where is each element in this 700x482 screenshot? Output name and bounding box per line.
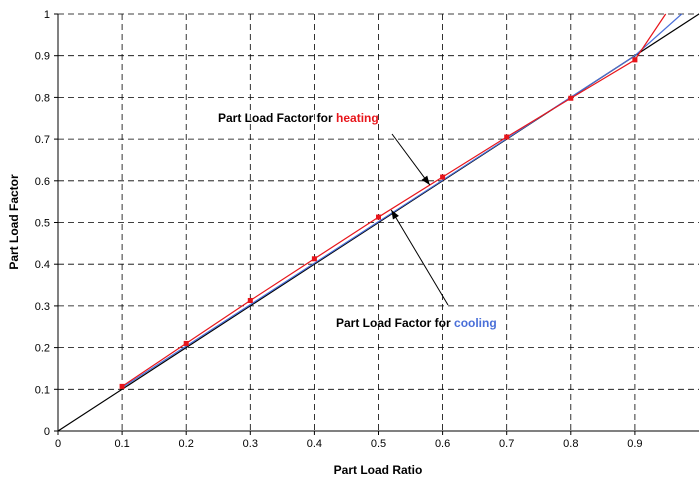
x-tick-label: 0.6: [435, 438, 450, 450]
cooling-annotation: Part Load Factor for cooling: [336, 209, 497, 330]
y-tick-label: 0.4: [35, 259, 50, 271]
x-tick-label: 0.7: [499, 438, 514, 450]
y-tick-label: 0.7: [35, 134, 50, 146]
cooling-annotation-arrow: [390, 209, 449, 306]
heating-marker: [632, 57, 638, 63]
y-axis-title: Part Load Factor: [7, 174, 21, 270]
x-tick-label: 0.3: [243, 438, 258, 450]
y-tick-label: 0: [44, 426, 50, 438]
heating-annotation-prefix: Part Load Factor for: [218, 111, 336, 125]
tick-labels: 0 0.1 0.2 0.3 0.4 0.5 0.6 0.7 0.8 0.9 0 0.1 0.2 0.3 0.…: [35, 9, 643, 450]
series-lines: [57, 13, 700, 432]
cooling-annotation-label: Part Load Factor for cooling: [336, 316, 497, 330]
heating-marker: [119, 383, 125, 389]
y-tick-label: 0.5: [35, 218, 50, 230]
heating-markers: [119, 57, 638, 389]
heating-annotation-arrowhead: [421, 175, 430, 185]
heating-annotation-keyword: heating: [336, 111, 379, 125]
y-tick-label: 0.8: [35, 92, 50, 104]
heating-annotation-arrow: [391, 133, 431, 186]
x-tick-label: 0.8: [563, 438, 578, 450]
heating-marker: [247, 297, 253, 303]
heating-marker: [183, 340, 189, 346]
heating-marker: [440, 174, 446, 180]
cooling-annotation-prefix: Part Load Factor for: [336, 316, 454, 330]
y-tick-label: 0.1: [35, 384, 50, 396]
grid: [58, 13, 699, 431]
y-tick-label: 0.3: [35, 301, 50, 313]
x-tick-label: 0.4: [307, 438, 322, 450]
x-tick-label: 0.1: [114, 438, 129, 450]
heating-marker: [311, 256, 317, 262]
heating-marker: [568, 95, 574, 101]
heating-annotation-label: Part Load Factor for heating: [218, 111, 379, 125]
x-tick-label: 0.9: [627, 438, 642, 450]
x-tick-label: 0: [55, 438, 61, 450]
cooling-annotation-keyword: cooling: [454, 316, 497, 330]
y-tick-label: 0.6: [35, 176, 50, 188]
heating-annotation: Part Load Factor for heating: [218, 111, 431, 186]
heating-line: [121, 13, 667, 387]
y-tick-label: 0.9: [35, 51, 50, 63]
x-axis-title: Part Load Ratio: [334, 463, 423, 477]
heating-marker: [504, 134, 510, 140]
y-tick-label: 1: [44, 9, 50, 21]
cooling-line: [121, 13, 683, 389]
heating-marker: [376, 214, 381, 220]
y-tick-label: 0.2: [35, 343, 50, 355]
x-tick-label: 0.5: [371, 438, 386, 450]
x-tick-label: 0.2: [179, 438, 194, 450]
axes: [54, 13, 699, 435]
cooling-annotation-arrowhead: [391, 209, 399, 220]
